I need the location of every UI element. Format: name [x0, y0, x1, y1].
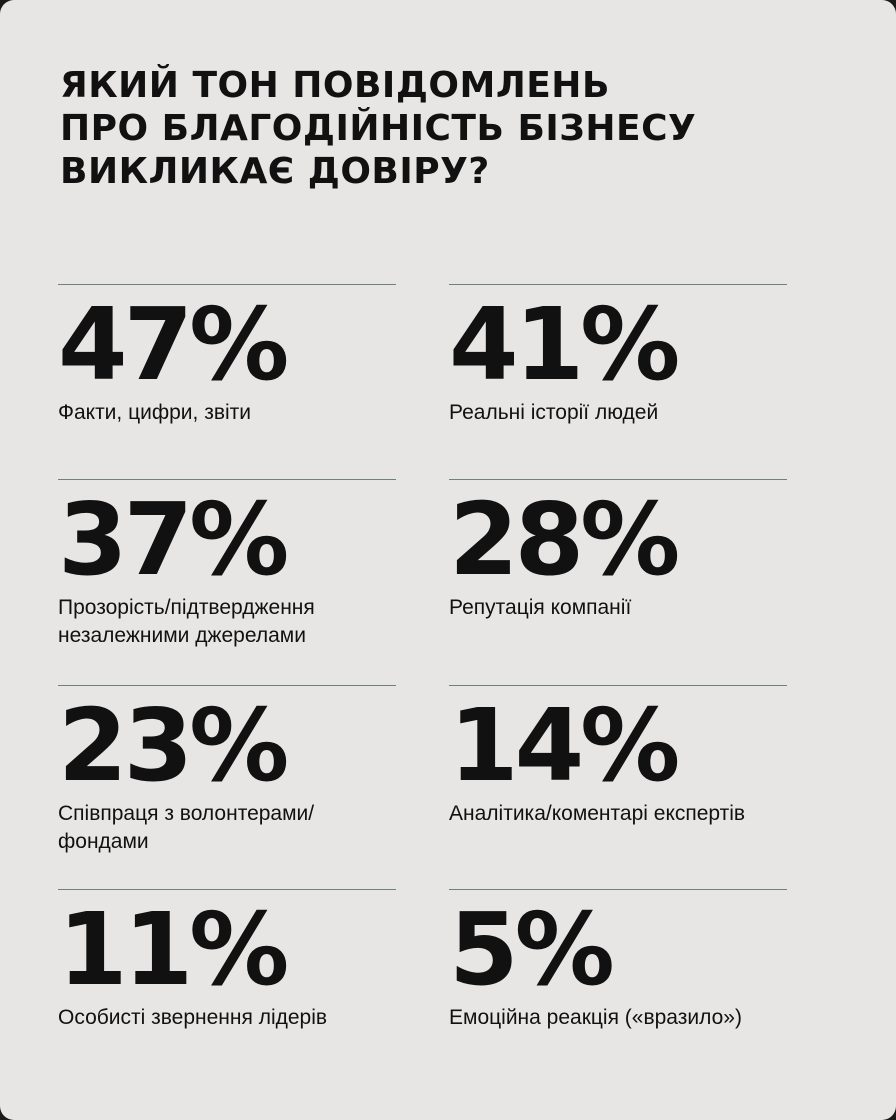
title-line-2: ПРО БЛАГОДІЙНІСТЬ БІЗНЕСУ: [60, 108, 697, 149]
stat-label: Реальні історії людей: [449, 401, 659, 424]
stat-item-analytics: 14% Аналітика/коментарі експертів: [449, 685, 787, 836]
stat-value: 5%: [449, 891, 615, 1008]
stat-value: 37%: [58, 481, 289, 598]
stat-value: 11%: [58, 891, 289, 1008]
page-title: ЯКИЙ ТОН ПОВІДОМЛЕНЬ ПРО БЛАГОДІЙНІСТЬ Б…: [60, 64, 820, 193]
stat-value: 47%: [58, 286, 289, 403]
stat-label: Особисті звернення лідерів: [58, 1006, 328, 1029]
stat-item-reputation: 28% Репутація компанії: [449, 479, 787, 630]
stat-item-real-stories: 41% Реальні історії людей: [449, 284, 787, 435]
stat-label: Репутація компанії: [449, 596, 632, 619]
stat-item-volunteers: 23% Співпраця з волонтерами/фондами: [58, 685, 396, 853]
stat-label: Емоційна реакція («вразило»): [449, 1006, 742, 1029]
stat-item-facts: 47% Факти, цифри, звіти: [58, 284, 396, 435]
stat-value: 41%: [449, 286, 680, 403]
stat-item-leaders: 11% Особисті звернення лідерів: [58, 889, 396, 1040]
title-line-3: ВИКЛИКАЄ ДОВІРУ?: [60, 151, 490, 192]
stat-label: Співпраця з волонтерами/фондами: [58, 802, 315, 853]
stat-value: 28%: [449, 481, 680, 598]
stat-item-emotional: 5% Емоційна реакція («вразило»): [449, 889, 787, 1040]
stat-value: 23%: [58, 687, 289, 804]
stat-value: 14%: [449, 687, 680, 804]
stat-item-transparency: 37% Прозорість/підтвердження незалежними…: [58, 479, 396, 647]
stat-label: Факти, цифри, звіти: [58, 401, 251, 424]
title-line-1: ЯКИЙ ТОН ПОВІДОМЛЕНЬ: [60, 65, 610, 106]
stat-label: Прозорість/підтвердження незалежними дже…: [58, 596, 315, 647]
stat-label: Аналітика/коментарі експертів: [449, 802, 746, 825]
